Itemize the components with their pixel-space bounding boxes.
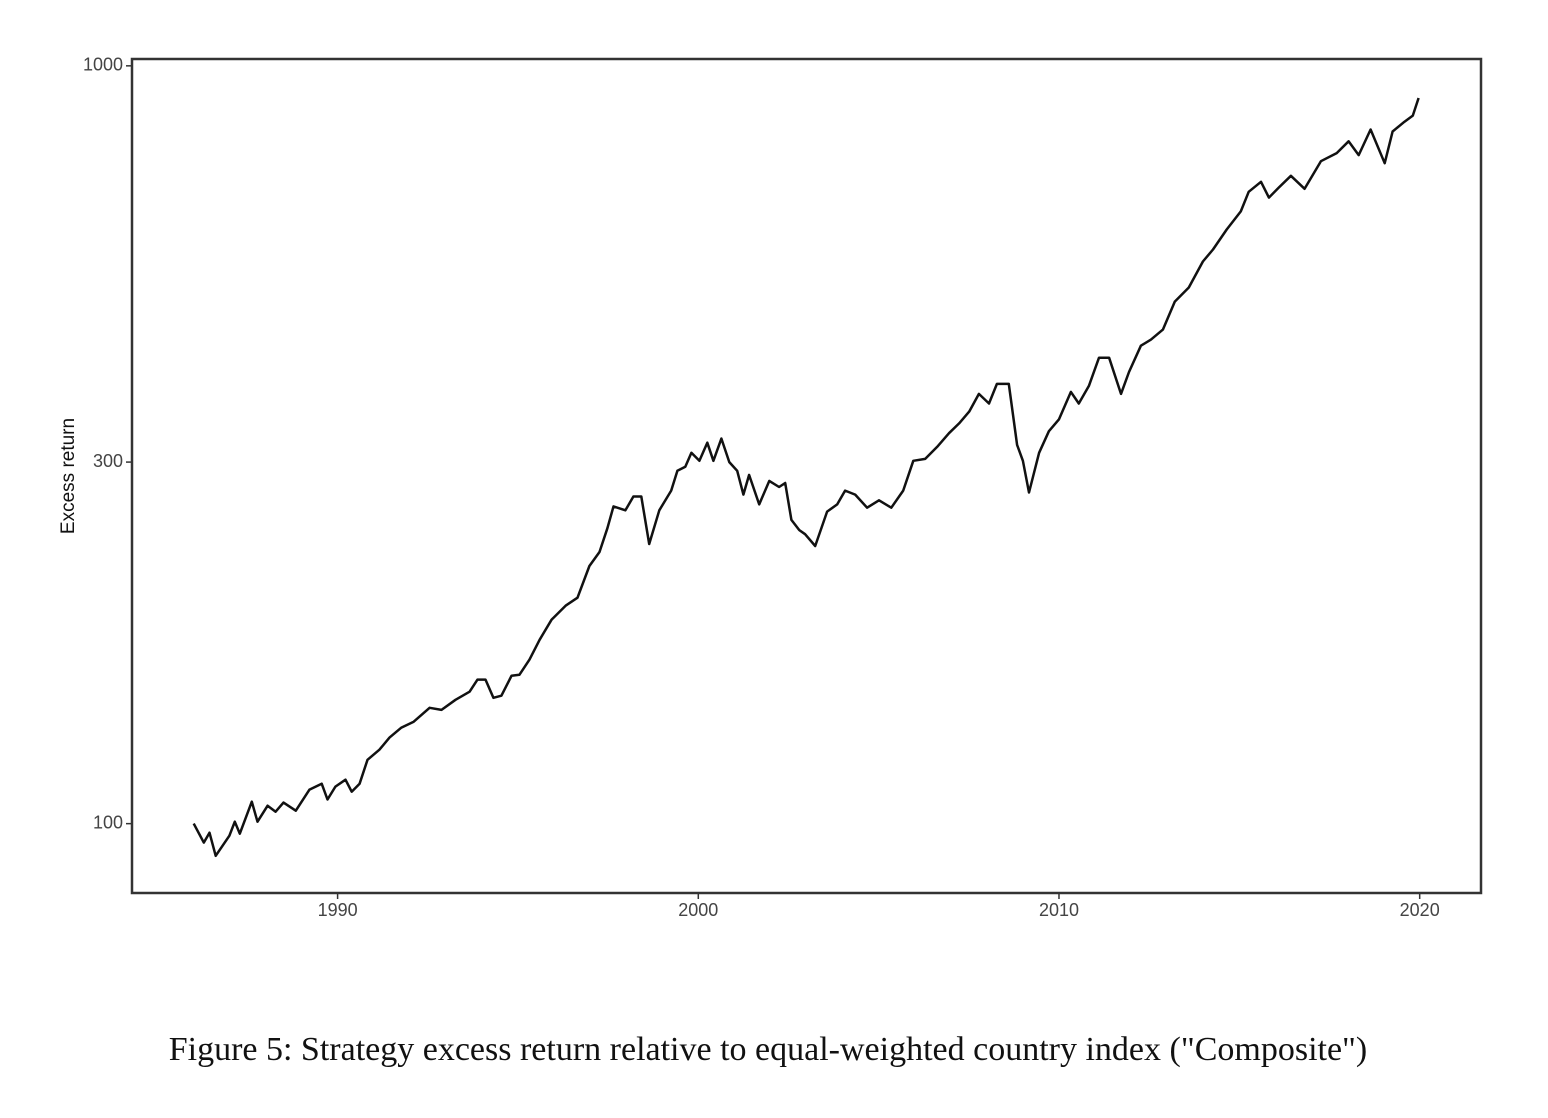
x-tick-label: 2020 bbox=[1400, 900, 1440, 920]
y-axis-label: Excess return bbox=[58, 418, 79, 534]
figure-caption: Figure 5: Strategy excess return relativ… bbox=[169, 1031, 1368, 1068]
y-tick-label: 100 bbox=[93, 812, 123, 832]
x-tick-label: 1990 bbox=[318, 900, 358, 920]
y-tick-label: 300 bbox=[93, 451, 123, 471]
x-tick-label: 2000 bbox=[678, 900, 718, 920]
x-tick-label: 2010 bbox=[1039, 900, 1079, 920]
plot-border bbox=[130, 57, 1483, 895]
series-line bbox=[192, 97, 1420, 858]
y-tick-label: 1000 bbox=[83, 55, 123, 75]
